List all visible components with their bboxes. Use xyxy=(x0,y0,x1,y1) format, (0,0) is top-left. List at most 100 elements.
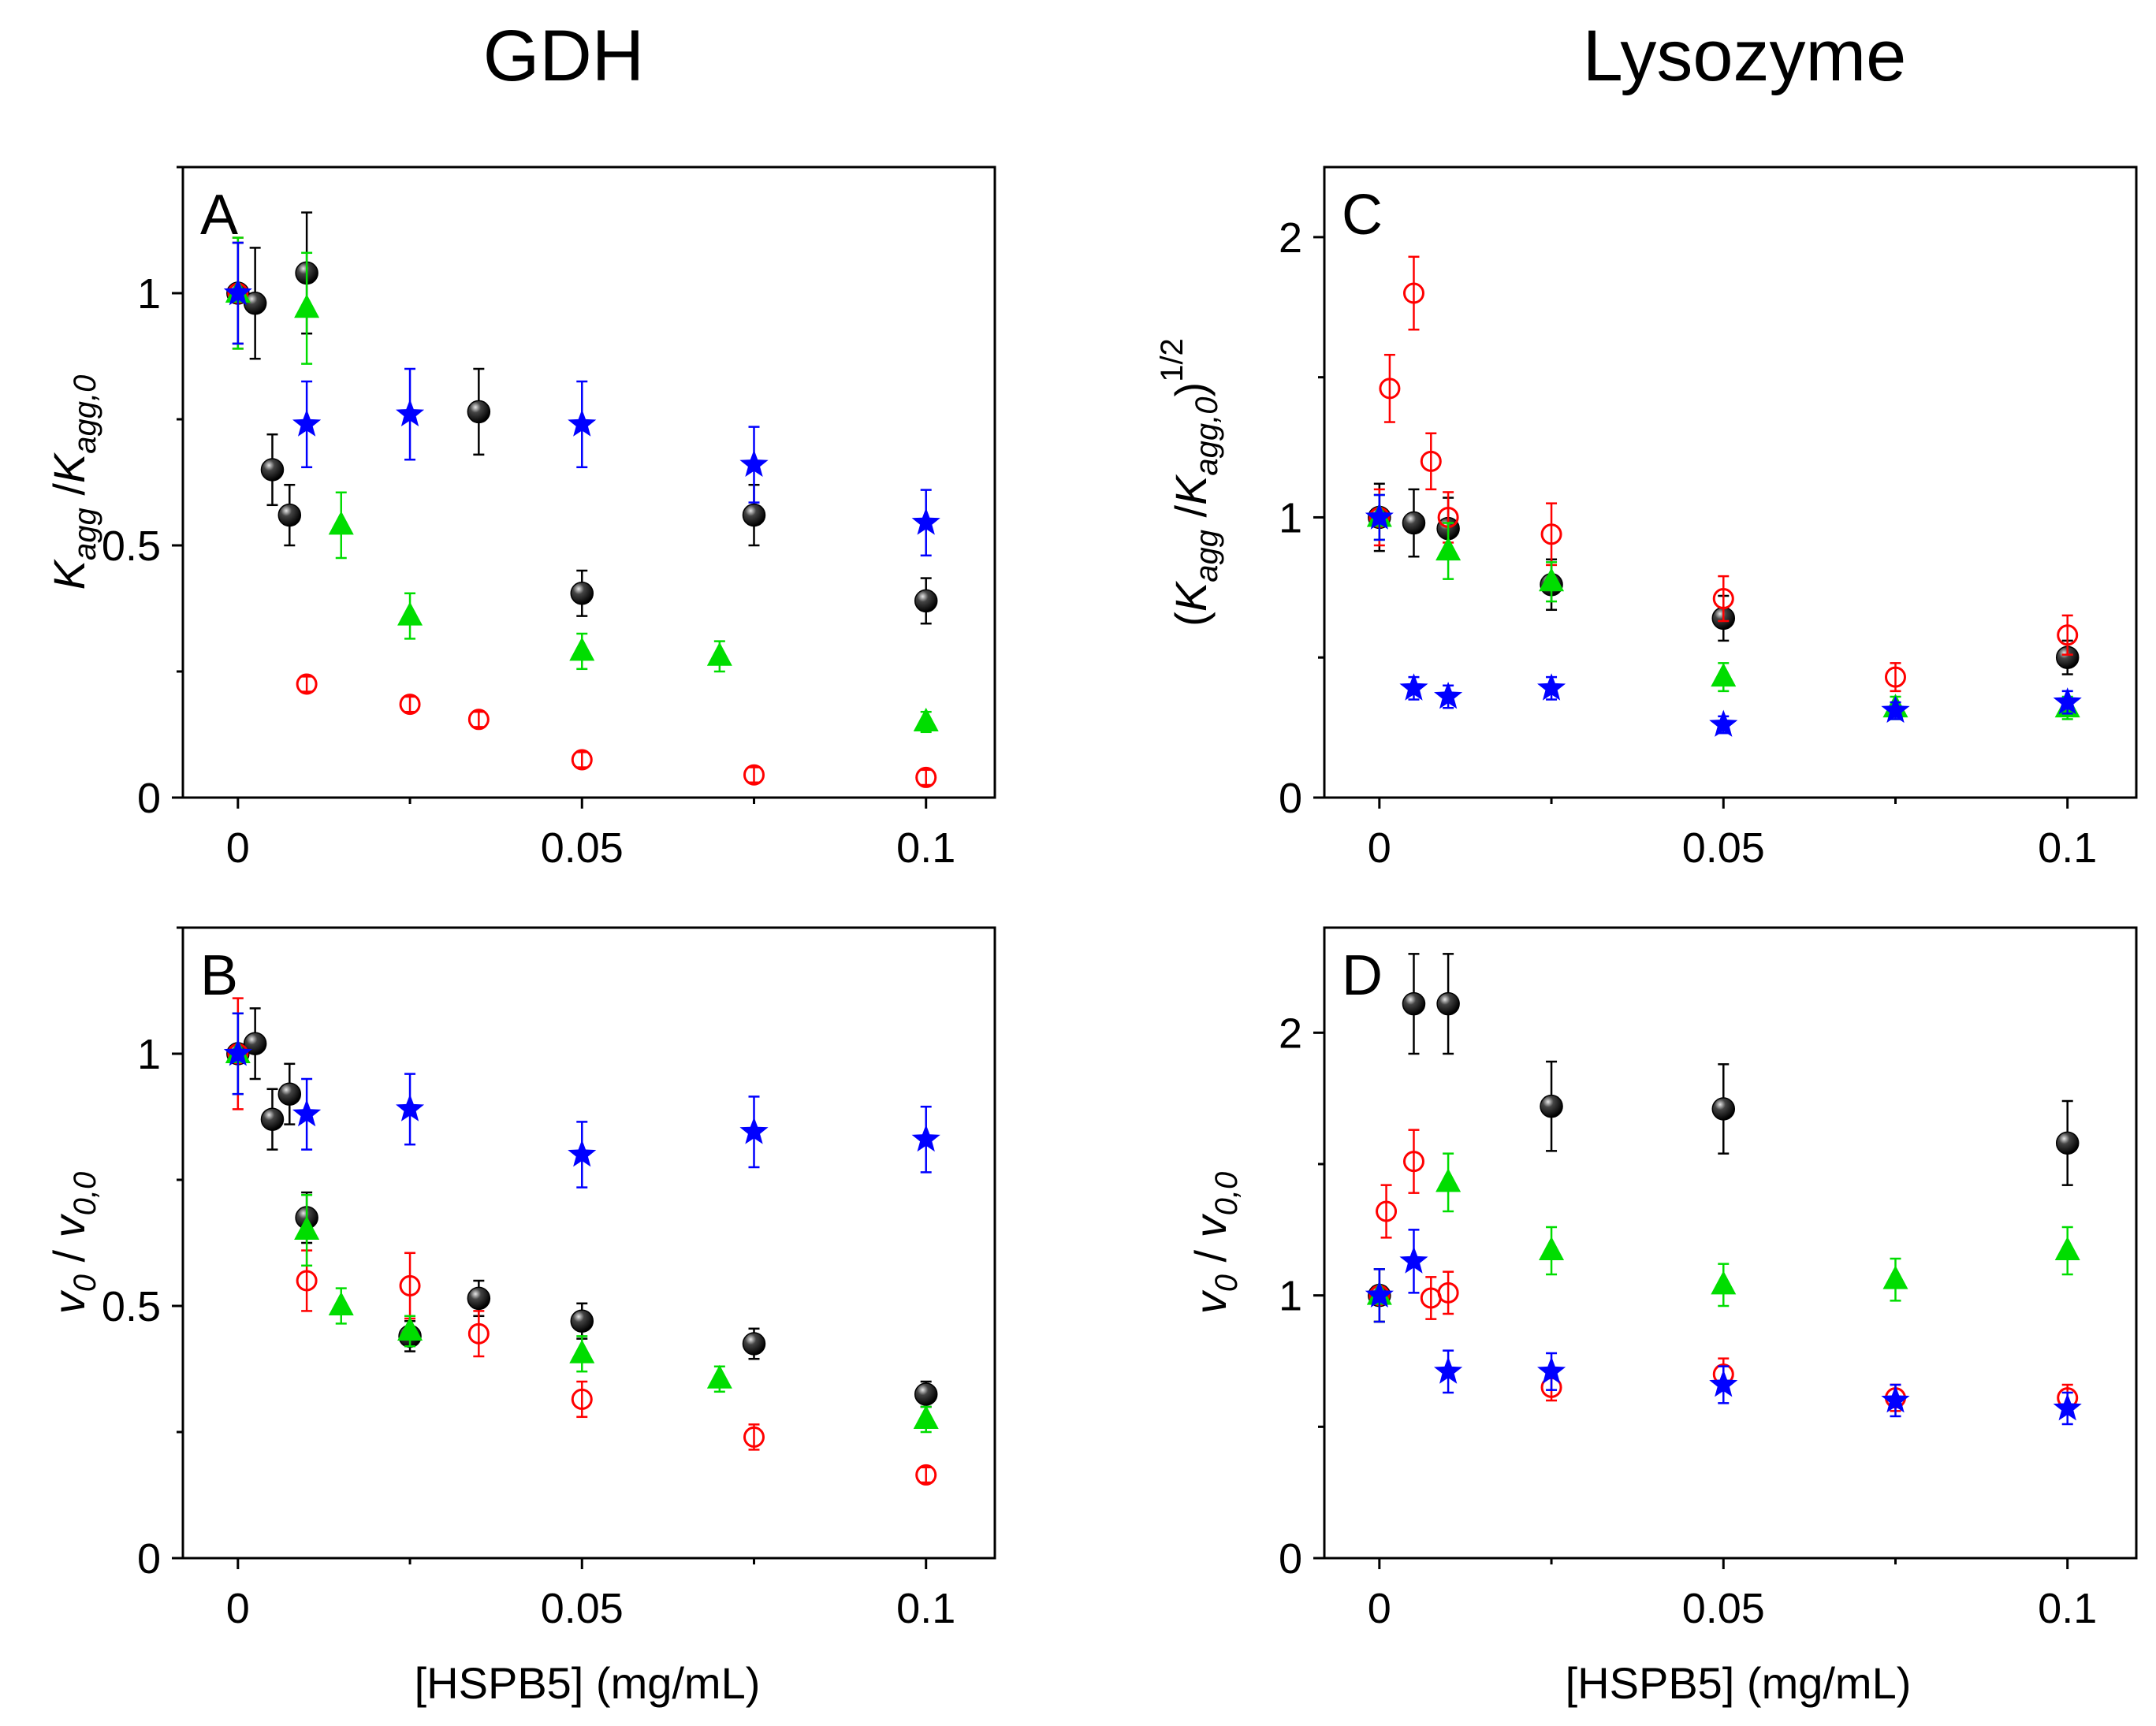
data-point xyxy=(1435,1168,1462,1192)
data-point xyxy=(739,449,769,477)
data-point xyxy=(914,589,938,613)
data-point xyxy=(1434,682,1463,709)
data-point xyxy=(294,294,320,318)
data-point xyxy=(1376,1200,1398,1222)
data-point xyxy=(706,1364,732,1389)
error-bar xyxy=(1425,432,1437,491)
data-point xyxy=(2053,687,2082,715)
panel-a: 0 0.5 1 0 0.05 0.1 A Kagg /Kagg,0 xyxy=(44,166,996,872)
data-point xyxy=(915,1464,937,1486)
y-axis-label: Kagg /Kagg,0 xyxy=(44,375,102,590)
data-point xyxy=(570,582,594,605)
data-point xyxy=(571,1388,593,1410)
error-bar xyxy=(576,751,588,768)
series-black xyxy=(1368,953,2080,1323)
data-point xyxy=(1420,450,1442,472)
data-point xyxy=(1540,523,1562,545)
x-tick-label: 0.05 xyxy=(541,824,624,872)
x-tick-label: 0.1 xyxy=(896,1585,955,1632)
x-tick-label: 0 xyxy=(1368,824,1391,872)
plot-frame xyxy=(181,166,996,799)
data-point xyxy=(1882,1265,1908,1289)
x-tick-label: 0 xyxy=(1368,1585,1391,1632)
data-point xyxy=(397,1317,423,1341)
error-bar xyxy=(1408,255,1420,331)
data-point xyxy=(397,601,423,626)
y-axis-label: v0 / v0,0 xyxy=(44,1172,102,1315)
y-tick-label: 0.5 xyxy=(102,1283,161,1330)
data-point xyxy=(570,1309,594,1333)
error-bar xyxy=(1425,1276,1437,1320)
plot-frame xyxy=(1323,166,2138,799)
data-point xyxy=(1539,1237,1565,1260)
y-tick-label: 0.5 xyxy=(102,523,161,570)
data-point xyxy=(396,1094,425,1122)
x-tick-label: 0 xyxy=(226,824,250,872)
panel-d: 0 1 2 0 0.05 0.1 Dv0 / v0,0 xyxy=(1186,926,2138,1632)
data-point xyxy=(1399,1246,1428,1274)
x-axis-label-right: [HSPB5] (mg/mL) xyxy=(1566,1658,1912,1708)
error-bar xyxy=(920,768,932,787)
data-point xyxy=(1712,588,1734,610)
y-axis-label: v0 / v0,0 xyxy=(1186,1172,1244,1315)
data-point xyxy=(1539,567,1565,592)
data-point xyxy=(1402,282,1424,304)
series-green xyxy=(225,1012,939,1434)
x-tick-label: 0.05 xyxy=(1682,1585,1765,1632)
series-red xyxy=(227,236,937,788)
data-point xyxy=(260,458,285,482)
data-point xyxy=(911,508,940,535)
data-point xyxy=(1434,1356,1463,1384)
data-point xyxy=(1537,1356,1566,1384)
y-tick-label: 1 xyxy=(137,270,161,318)
series-red xyxy=(227,997,937,1486)
data-point xyxy=(1399,673,1428,701)
data-point xyxy=(277,503,302,527)
plot-frame xyxy=(1323,926,2138,1560)
error-bar xyxy=(1380,1184,1392,1239)
x-tick-label: 0.1 xyxy=(2038,1585,2097,1632)
data-point xyxy=(1435,537,1462,561)
data-point xyxy=(914,1382,938,1406)
data-point xyxy=(1365,502,1394,530)
data-point xyxy=(1365,1280,1394,1308)
panel-letter: D xyxy=(1342,944,1383,1007)
plot-frame xyxy=(181,926,996,1560)
error-bar xyxy=(473,1310,485,1358)
data-point xyxy=(296,1270,318,1292)
error-bar xyxy=(920,1466,932,1484)
data-point xyxy=(911,1124,940,1152)
data-point xyxy=(2054,1237,2080,1260)
data-point xyxy=(913,1405,939,1429)
data-point xyxy=(399,1274,421,1296)
y-tick-label: 0 xyxy=(137,775,161,822)
error-bar xyxy=(301,675,313,693)
data-point xyxy=(568,1140,597,1167)
y-tick-label: 1 xyxy=(137,1031,161,1078)
data-point xyxy=(1540,1094,1563,1118)
data-point xyxy=(1537,673,1566,701)
x-tick-label: 0.1 xyxy=(896,824,955,872)
panel-letter: A xyxy=(200,184,238,247)
data-point xyxy=(292,409,322,437)
error-bar xyxy=(1383,353,1395,423)
data-point xyxy=(467,1286,491,1311)
data-point xyxy=(1881,695,1910,724)
x-tick-label: 0.1 xyxy=(2038,824,2097,872)
error-bar xyxy=(1546,502,1558,567)
data-point xyxy=(1436,991,1460,1016)
x-tick-label: 0.05 xyxy=(1682,824,1765,872)
error-bar xyxy=(404,1252,416,1320)
series-black xyxy=(226,1007,938,1408)
data-point xyxy=(294,1216,320,1240)
series-blue xyxy=(223,1012,940,1188)
data-point xyxy=(467,400,491,424)
y-tick-label: 2 xyxy=(1279,214,1302,262)
data-point xyxy=(1711,663,1737,687)
x-tick-label: 0.05 xyxy=(541,1585,624,1632)
y-tick-label: 1 xyxy=(1279,1273,1302,1320)
data-point xyxy=(569,1339,595,1363)
data-point xyxy=(223,278,252,306)
panel-b: 0 0.5 1 0 0.05 0.1 Bv0 / v0,0 xyxy=(44,926,996,1632)
data-point xyxy=(1402,1151,1424,1173)
